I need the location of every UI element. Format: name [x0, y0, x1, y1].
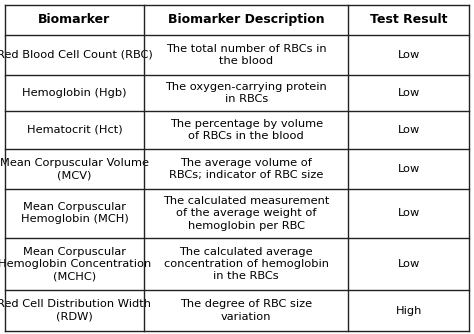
Bar: [5, 35, 144, 75]
Text: Low: Low: [398, 259, 420, 269]
Text: The oxygen-carrying protein
in RBCs: The oxygen-carrying protein in RBCs: [165, 81, 327, 104]
Text: Low: Low: [398, 50, 420, 60]
Text: Red Blood Cell Count (RBC): Red Blood Cell Count (RBC): [0, 50, 152, 60]
Bar: [144, 189, 348, 237]
Bar: [5, 75, 144, 111]
Text: Low: Low: [398, 125, 420, 135]
Bar: [348, 237, 469, 291]
Bar: [144, 35, 348, 75]
Text: Mean Corpuscular Volume
(MCV): Mean Corpuscular Volume (MCV): [0, 158, 149, 180]
Bar: [348, 111, 469, 149]
Text: Red Cell Distribution Width
(RDW): Red Cell Distribution Width (RDW): [0, 299, 151, 322]
Text: Biomarker: Biomarker: [38, 13, 110, 26]
Text: The calculated measurement
of the average weight of
hemoglobin per RBC: The calculated measurement of the averag…: [163, 196, 329, 231]
Bar: [5, 189, 144, 237]
Bar: [348, 35, 469, 75]
Text: Low: Low: [398, 208, 420, 218]
Bar: [5, 237, 144, 291]
Text: Mean Corpuscular
Hemoglobin Concentration
(MCHC): Mean Corpuscular Hemoglobin Concentratio…: [0, 246, 151, 282]
Text: The percentage by volume
of RBCs in the blood: The percentage by volume of RBCs in the …: [170, 119, 323, 141]
Bar: [144, 291, 348, 331]
Bar: [144, 111, 348, 149]
Bar: [5, 291, 144, 331]
Text: The average volume of
RBCs; indicator of RBC size: The average volume of RBCs; indicator of…: [169, 158, 323, 180]
Bar: [5, 5, 144, 35]
Bar: [348, 75, 469, 111]
Text: Low: Low: [398, 164, 420, 174]
Bar: [144, 5, 348, 35]
Bar: [348, 149, 469, 189]
Bar: [5, 149, 144, 189]
Bar: [348, 5, 469, 35]
Text: Biomarker Description: Biomarker Description: [168, 13, 325, 26]
Text: Hemoglobin (Hgb): Hemoglobin (Hgb): [22, 88, 127, 98]
Text: Low: Low: [398, 88, 420, 98]
Bar: [348, 189, 469, 237]
Bar: [144, 75, 348, 111]
Text: The total number of RBCs in
the blood: The total number of RBCs in the blood: [166, 43, 327, 66]
Text: The calculated average
concentration of hemoglobin
in the RBCs: The calculated average concentration of …: [164, 246, 329, 282]
Text: The degree of RBC size
variation: The degree of RBC size variation: [180, 299, 312, 322]
Bar: [5, 111, 144, 149]
Text: Test Result: Test Result: [370, 13, 447, 26]
Text: Mean Corpuscular
Hemoglobin (MCH): Mean Corpuscular Hemoglobin (MCH): [20, 202, 128, 224]
Bar: [348, 291, 469, 331]
Text: Hematocrit (Hct): Hematocrit (Hct): [27, 125, 122, 135]
Bar: [144, 237, 348, 291]
Text: High: High: [396, 306, 422, 316]
Bar: [144, 149, 348, 189]
